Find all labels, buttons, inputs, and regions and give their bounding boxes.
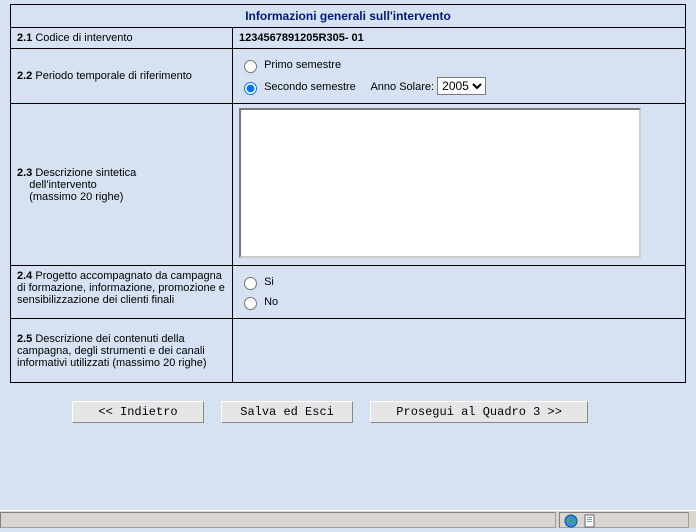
label-2-4: 2.4 Progetto accompagnato da campagna di… bbox=[11, 266, 233, 319]
num-2-1: 2.1 bbox=[17, 32, 32, 44]
text-2-2: Periodo temporale di riferimento bbox=[35, 70, 192, 82]
num-2-2: 2.2 bbox=[17, 70, 32, 82]
form-table: Informazioni generali sull'intervento 2.… bbox=[10, 4, 686, 383]
text-2-3b: dell'intervento bbox=[29, 179, 97, 191]
label-2-1: 2.1 Codice di intervento bbox=[11, 28, 233, 49]
label-2-2: 2.2 Periodo temporale di riferimento bbox=[11, 49, 233, 104]
back-button[interactable]: << Indietro bbox=[72, 401, 204, 423]
radio-si[interactable] bbox=[244, 277, 257, 290]
form-header: Informazioni generali sull'intervento bbox=[11, 5, 686, 28]
label-secondo-semestre: Secondo semestre bbox=[264, 81, 356, 93]
form-title: Informazioni generali sull'intervento bbox=[245, 9, 451, 23]
status-seg-main bbox=[0, 512, 556, 528]
status-seg-right bbox=[559, 512, 689, 528]
globe-icon bbox=[564, 514, 578, 528]
text-2-4: Progetto accompagnato da campagna di for… bbox=[17, 270, 225, 306]
text-2-3c: (massimo 20 righe) bbox=[29, 191, 123, 203]
form-container: Informazioni generali sull'intervento 2.… bbox=[0, 4, 696, 423]
select-year[interactable]: 2005 bbox=[437, 77, 486, 95]
value-2-1: 1234567891205R305- 01 bbox=[239, 32, 364, 44]
radio-secondo-semestre[interactable] bbox=[244, 82, 257, 95]
value-2-3-cell bbox=[233, 104, 686, 266]
value-2-1-cell: 1234567891205R305- 01 bbox=[233, 28, 686, 49]
text-2-5: Descrizione dei contenuti della campagna… bbox=[17, 333, 207, 369]
radio-no[interactable] bbox=[244, 297, 257, 310]
anno-solare-label: Anno Solare: bbox=[370, 81, 434, 93]
textarea-descrizione[interactable] bbox=[239, 108, 641, 258]
label-2-5: 2.5 Descrizione dei contenuti della camp… bbox=[11, 319, 233, 383]
status-bar bbox=[0, 510, 696, 528]
next-button[interactable]: Prosegui al Quadro 3 >> bbox=[370, 401, 588, 423]
num-2-4: 2.4 bbox=[17, 270, 32, 282]
label-2-3: 2.3 Descrizione sintetica dell'intervent… bbox=[11, 104, 233, 266]
radio-primo-semestre[interactable] bbox=[244, 60, 257, 73]
value-2-4-cell: Si No bbox=[233, 266, 686, 319]
doc-icon bbox=[583, 514, 597, 528]
label-primo-semestre: Primo semestre bbox=[264, 59, 341, 71]
num-2-3: 2.3 bbox=[17, 167, 32, 179]
value-2-5-cell bbox=[233, 319, 686, 383]
value-2-2-cell: Primo semestre Secondo semestre Anno Sol… bbox=[233, 49, 686, 104]
label-no: No bbox=[264, 296, 278, 308]
label-si: Si bbox=[264, 276, 274, 288]
text-2-3a: Descrizione sintetica bbox=[35, 167, 136, 179]
save-button[interactable]: Salva ed Esci bbox=[221, 401, 353, 423]
button-bar: << Indietro Salva ed Esci Prosegui al Qu… bbox=[0, 401, 696, 423]
text-2-1: Codice di intervento bbox=[35, 32, 132, 44]
num-2-5: 2.5 bbox=[17, 333, 32, 345]
